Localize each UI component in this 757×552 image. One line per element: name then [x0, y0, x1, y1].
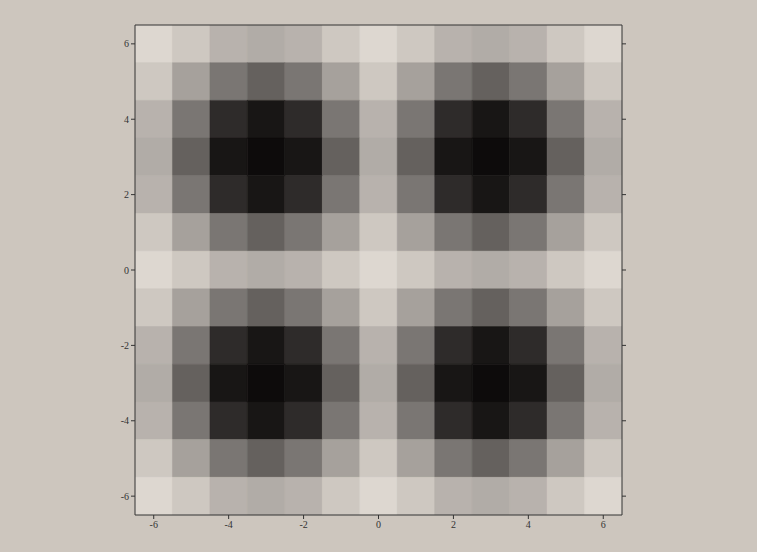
svg-text:6: 6	[124, 38, 129, 49]
svg-text:6: 6	[601, 519, 606, 530]
svg-text:-4: -4	[121, 415, 129, 426]
svg-text:-6: -6	[150, 519, 158, 530]
svg-text:-6: -6	[121, 491, 129, 502]
svg-text:-4: -4	[224, 519, 232, 530]
svg-text:-2: -2	[299, 519, 307, 530]
svg-text:0: 0	[376, 519, 381, 530]
svg-text:4: 4	[124, 114, 129, 125]
svg-text:0: 0	[124, 265, 129, 276]
svg-text:2: 2	[451, 519, 456, 530]
svg-text:-2: -2	[121, 340, 129, 351]
svg-text:2: 2	[124, 189, 129, 200]
svg-text:4: 4	[526, 519, 531, 530]
